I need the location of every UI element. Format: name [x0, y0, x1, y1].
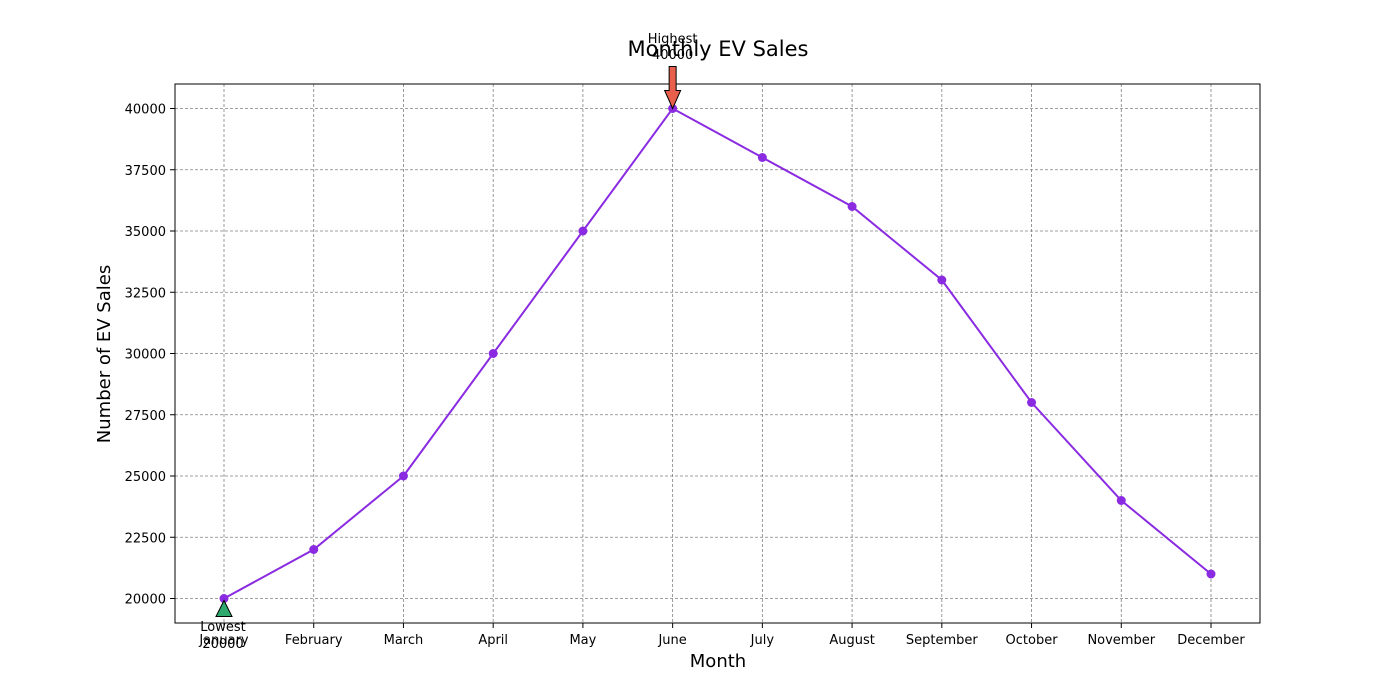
- x-tick-label: December: [1177, 633, 1245, 648]
- highest-value: 40000: [652, 48, 693, 63]
- x-tick-label: March: [384, 633, 424, 648]
- y-tick-label: 20000: [125, 593, 166, 608]
- x-tick-label: November: [1087, 633, 1155, 648]
- data-point: [1116, 496, 1126, 505]
- data-point: [578, 226, 588, 236]
- highest-label: Highest: [648, 32, 698, 47]
- series-line-layer: [219, 104, 1216, 603]
- lowest-value: 20000: [202, 637, 243, 652]
- x-tick-label: May: [569, 633, 596, 648]
- y-axis-label: Number of EV Sales: [94, 265, 115, 443]
- lowest-arrow: [215, 599, 233, 617]
- data-point: [488, 349, 498, 358]
- data-point: [937, 275, 947, 285]
- x-tick-label: October: [1006, 633, 1059, 648]
- highest-arrow: [663, 66, 682, 110]
- grid: [175, 84, 1260, 623]
- y-tick-label: 25000: [125, 470, 166, 485]
- data-point: [757, 153, 767, 162]
- x-axis-ticks: January February March April May June July Augu…: [198, 623, 1245, 648]
- y-tick-label: 30000: [125, 348, 166, 363]
- y-tick-label: 37500: [125, 164, 166, 179]
- data-point: [1027, 398, 1037, 407]
- chart-title: Monthly EV Sales: [628, 37, 809, 61]
- data-point: [847, 202, 857, 211]
- x-tick-label: July: [750, 633, 775, 648]
- y-tick-label: 22500: [125, 531, 166, 546]
- x-tick-label: February: [285, 633, 343, 648]
- data-point: [309, 545, 319, 554]
- x-tick-label: April: [478, 633, 508, 648]
- data-point: [1206, 569, 1216, 579]
- series-line: [223, 107, 1212, 600]
- y-tick-label: 32500: [125, 286, 166, 301]
- x-tick-label: September: [906, 633, 979, 648]
- y-tick-label: 27500: [125, 409, 166, 424]
- data-point: [398, 471, 408, 481]
- y-axis-ticks: 20000 22500 25000 27500 30000 32500 35000 37500…: [125, 103, 175, 608]
- lowest-label: Lowest: [200, 620, 245, 635]
- x-tick-label: January: [198, 633, 249, 648]
- x-tick-label: June: [657, 633, 686, 648]
- data-point: [219, 594, 229, 603]
- x-axis-label: Month: [690, 651, 746, 672]
- x-tick-label: August: [829, 633, 875, 648]
- y-tick-label: 35000: [125, 225, 166, 240]
- y-tick-label: 40000: [125, 103, 166, 118]
